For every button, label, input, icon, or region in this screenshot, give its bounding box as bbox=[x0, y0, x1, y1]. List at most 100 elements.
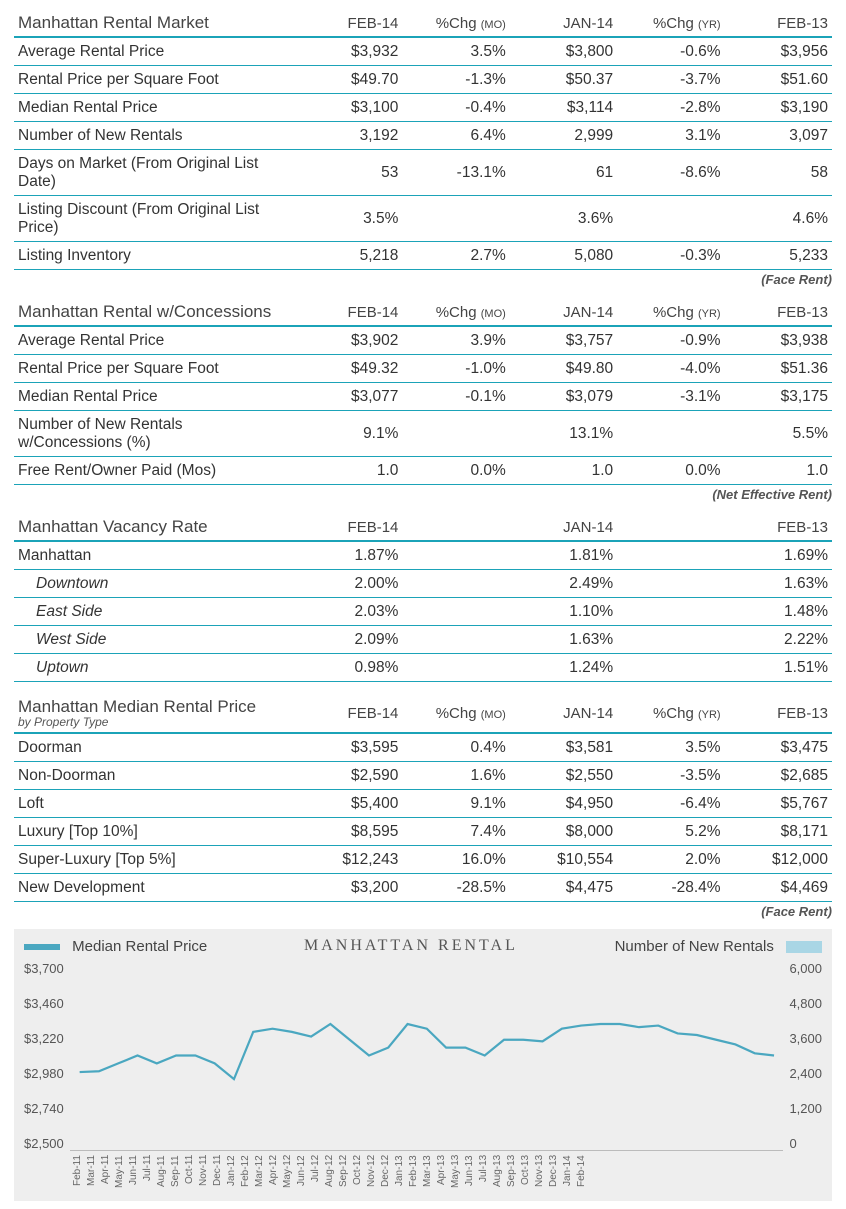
cell-value: 1.87% bbox=[295, 541, 402, 570]
cell-value: $5,400 bbox=[295, 790, 402, 818]
col-header: FEB-14 bbox=[295, 692, 402, 733]
data-table: Manhattan Median Rental Priceby Property… bbox=[14, 692, 832, 919]
cell-value bbox=[617, 626, 724, 654]
x-tick: Nov-11 bbox=[198, 1155, 209, 1197]
row-label: West Side bbox=[14, 626, 295, 654]
line-swatch bbox=[24, 944, 60, 950]
cell-value: $50.37 bbox=[510, 66, 617, 94]
col-header: FEB-14 bbox=[295, 8, 402, 37]
cell-value: $4,475 bbox=[510, 874, 617, 902]
cell-value: $5,767 bbox=[725, 790, 832, 818]
cell-value: 53 bbox=[295, 150, 402, 196]
table-row: Median Rental Price$3,100-0.4%$3,114-2.8… bbox=[14, 94, 832, 122]
col-header: %Chg (YR) bbox=[617, 692, 724, 733]
table-row: Rental Price per Square Foot$49.32-1.0%$… bbox=[14, 355, 832, 383]
cell-value: 1.69% bbox=[725, 541, 832, 570]
cell-value: $3,190 bbox=[725, 94, 832, 122]
col-header: %Chg (YR) bbox=[617, 297, 724, 326]
cell-value: 1.0 bbox=[295, 457, 402, 485]
col-header: FEB-13 bbox=[725, 8, 832, 37]
x-tick: Aug-13 bbox=[492, 1155, 503, 1197]
y-tick: 1,200 bbox=[789, 1101, 822, 1116]
row-label: Days on Market (From Original List Date) bbox=[14, 150, 295, 196]
cell-value: -3.5% bbox=[617, 762, 724, 790]
table-footnote: (Face Rent) bbox=[14, 904, 832, 919]
cell-value: 5,233 bbox=[725, 242, 832, 270]
rental-chart: Median Rental Price MANHATTAN RENTAL Num… bbox=[14, 929, 832, 1201]
bar-swatch bbox=[786, 941, 822, 953]
x-tick: May-11 bbox=[114, 1155, 125, 1197]
table-row: Doorman$3,5950.4%$3,5813.5%$3,475 bbox=[14, 733, 832, 762]
cell-value: 3.1% bbox=[617, 122, 724, 150]
row-label: Non-Doorman bbox=[14, 762, 295, 790]
row-label: Number of New Rentals w/Concessions (%) bbox=[14, 411, 295, 457]
row-label: Median Rental Price bbox=[14, 94, 295, 122]
cell-value bbox=[402, 598, 509, 626]
cell-value: 2.00% bbox=[295, 570, 402, 598]
cell-value: $51.36 bbox=[725, 355, 832, 383]
cell-value bbox=[617, 654, 724, 682]
table-title: Manhattan Vacancy Rate bbox=[14, 512, 295, 541]
cell-value: 3.9% bbox=[402, 326, 509, 355]
x-tick: Jan-13 bbox=[394, 1155, 405, 1197]
chart-title: MANHATTAN RENTAL bbox=[304, 937, 518, 955]
row-label: Rental Price per Square Foot bbox=[14, 355, 295, 383]
x-tick: Jun-13 bbox=[464, 1155, 475, 1197]
col-header: %Chg (MO) bbox=[402, 297, 509, 326]
cell-value: 3.5% bbox=[617, 733, 724, 762]
data-table: Manhattan Rental w/ConcessionsFEB-14%Chg… bbox=[14, 297, 832, 502]
data-table: Manhattan Vacancy RateFEB-14JAN-14FEB-13… bbox=[14, 512, 832, 682]
cell-value: 5,218 bbox=[295, 242, 402, 270]
cell-value: 5,080 bbox=[510, 242, 617, 270]
x-tick: Nov-13 bbox=[534, 1155, 545, 1197]
table-row: Listing Inventory5,2182.7%5,080-0.3%5,23… bbox=[14, 242, 832, 270]
table-title: Manhattan Rental w/Concessions bbox=[14, 297, 295, 326]
cell-value: 1.10% bbox=[510, 598, 617, 626]
cell-value: 1.0 bbox=[510, 457, 617, 485]
cell-value: $51.60 bbox=[725, 66, 832, 94]
cell-value: -0.4% bbox=[402, 94, 509, 122]
cell-value: -3.1% bbox=[617, 383, 724, 411]
cell-value: 2.49% bbox=[510, 570, 617, 598]
table-row: Downtown2.00%2.49%1.63% bbox=[14, 570, 832, 598]
col-header: %Chg (MO) bbox=[402, 692, 509, 733]
cell-value: 58 bbox=[725, 150, 832, 196]
cell-value: $4,469 bbox=[725, 874, 832, 902]
row-label: Listing Inventory bbox=[14, 242, 295, 270]
x-axis: Feb-11Mar-11Apr-11May-11Jun-11Jul-11Aug-… bbox=[72, 1155, 587, 1197]
chart-plot bbox=[70, 961, 784, 1151]
legend-right: Number of New Rentals bbox=[615, 938, 822, 955]
cell-value: $3,938 bbox=[725, 326, 832, 355]
row-label: Super-Luxury [Top 5%] bbox=[14, 846, 295, 874]
row-label: East Side bbox=[14, 598, 295, 626]
table-row: Listing Discount (From Original List Pri… bbox=[14, 196, 832, 242]
y-tick: $2,500 bbox=[24, 1136, 64, 1151]
x-tick: Jan-12 bbox=[226, 1155, 237, 1197]
table-footnote: (Face Rent) bbox=[14, 272, 832, 287]
cell-value: -0.6% bbox=[617, 37, 724, 66]
cell-value: $3,200 bbox=[295, 874, 402, 902]
cell-value: -1.3% bbox=[402, 66, 509, 94]
cell-value bbox=[402, 541, 509, 570]
cell-value: 1.63% bbox=[725, 570, 832, 598]
cell-value: $3,175 bbox=[725, 383, 832, 411]
cell-value bbox=[402, 570, 509, 598]
cell-value: 0.0% bbox=[617, 457, 724, 485]
cell-value: $3,800 bbox=[510, 37, 617, 66]
cell-value: 5.5% bbox=[725, 411, 832, 457]
cell-value: 2.09% bbox=[295, 626, 402, 654]
cell-value: $3,956 bbox=[725, 37, 832, 66]
cell-value bbox=[402, 626, 509, 654]
cell-value: $3,595 bbox=[295, 733, 402, 762]
x-tick: Feb-12 bbox=[240, 1155, 251, 1197]
table-row: Luxury [Top 10%]$8,5957.4%$8,0005.2%$8,1… bbox=[14, 818, 832, 846]
cell-value: 0.98% bbox=[295, 654, 402, 682]
data-table: Manhattan Rental MarketFEB-14%Chg (MO)JA… bbox=[14, 8, 832, 287]
x-tick: Jul-12 bbox=[310, 1155, 321, 1197]
cell-value: -28.5% bbox=[402, 874, 509, 902]
cell-value: $3,100 bbox=[295, 94, 402, 122]
col-header: JAN-14 bbox=[510, 297, 617, 326]
row-label: Free Rent/Owner Paid (Mos) bbox=[14, 457, 295, 485]
cell-value: $8,000 bbox=[510, 818, 617, 846]
row-label: Median Rental Price bbox=[14, 383, 295, 411]
